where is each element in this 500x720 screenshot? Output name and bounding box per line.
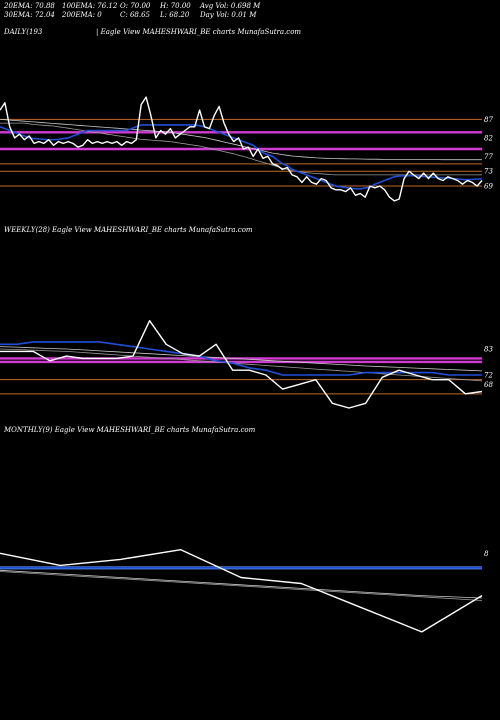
panel-label: WEEKLY(28) Eagle View MAHESHWARI_BE char…: [4, 226, 253, 234]
monthly-panel: MONTHLY(9) Eagle View MAHESHWARI_BE char…: [0, 426, 489, 633]
series-ema-slow-2: [0, 346, 483, 372]
daily-panel: DAILY(193 | Eagle View MAHESHWARI_BE char…: [0, 28, 493, 202]
y-tick-label: 83: [484, 346, 493, 354]
series-ema-slow-1: [0, 348, 483, 382]
series-ema-slow-1: [0, 122, 483, 176]
panel-label: DAILY(193: [3, 28, 43, 36]
series-ema-slow-1: [0, 571, 483, 601]
ema100-label: 100EMA: 76.12: [62, 2, 118, 10]
y-tick-label: 68: [484, 381, 493, 389]
open-label: O: 70.00: [120, 2, 151, 10]
y-tick-label: 73: [484, 168, 493, 176]
series-ema-fast: [0, 124, 482, 190]
panel-label: MONTHLY(9) Eagle View MAHESHWARI_BE char…: [3, 426, 256, 434]
series-price: [0, 96, 483, 202]
series-ema-fast: [0, 341, 482, 376]
day-vol-label: Day Vol: 0.01 M: [200, 11, 257, 19]
y-tick-label: 69: [484, 183, 493, 191]
weekly-panel: WEEKLY(28) Eagle View MAHESHWARI_BE char…: [0, 226, 493, 409]
series-price: [0, 549, 483, 633]
low-label: L: 68.20: [160, 11, 190, 19]
y-tick-label: 82: [484, 134, 493, 142]
panel-subtitle: | Eagle View MAHESHWARI_BE charts Munafa…: [96, 28, 301, 36]
y-tick-label: 8: [484, 550, 489, 558]
y-tick-label: 72: [484, 371, 493, 379]
ema30-label: 30EMA: 72.04: [4, 11, 55, 19]
ema200-label: 200EMA: 0: [62, 11, 102, 19]
avg-vol-label: Avg Vol: 0.698 M: [200, 2, 261, 10]
ema20-label: 20EMA: 70.88: [4, 2, 55, 10]
series-ema-slow-2: [0, 119, 482, 161]
series-price: [0, 320, 483, 409]
high-label: H: 70.00: [160, 2, 191, 10]
y-tick-label: 77: [484, 153, 493, 161]
series-ema-slow-2: [0, 569, 483, 599]
close-label: C: 68.65: [120, 11, 150, 19]
y-tick-label: 87: [484, 116, 493, 124]
